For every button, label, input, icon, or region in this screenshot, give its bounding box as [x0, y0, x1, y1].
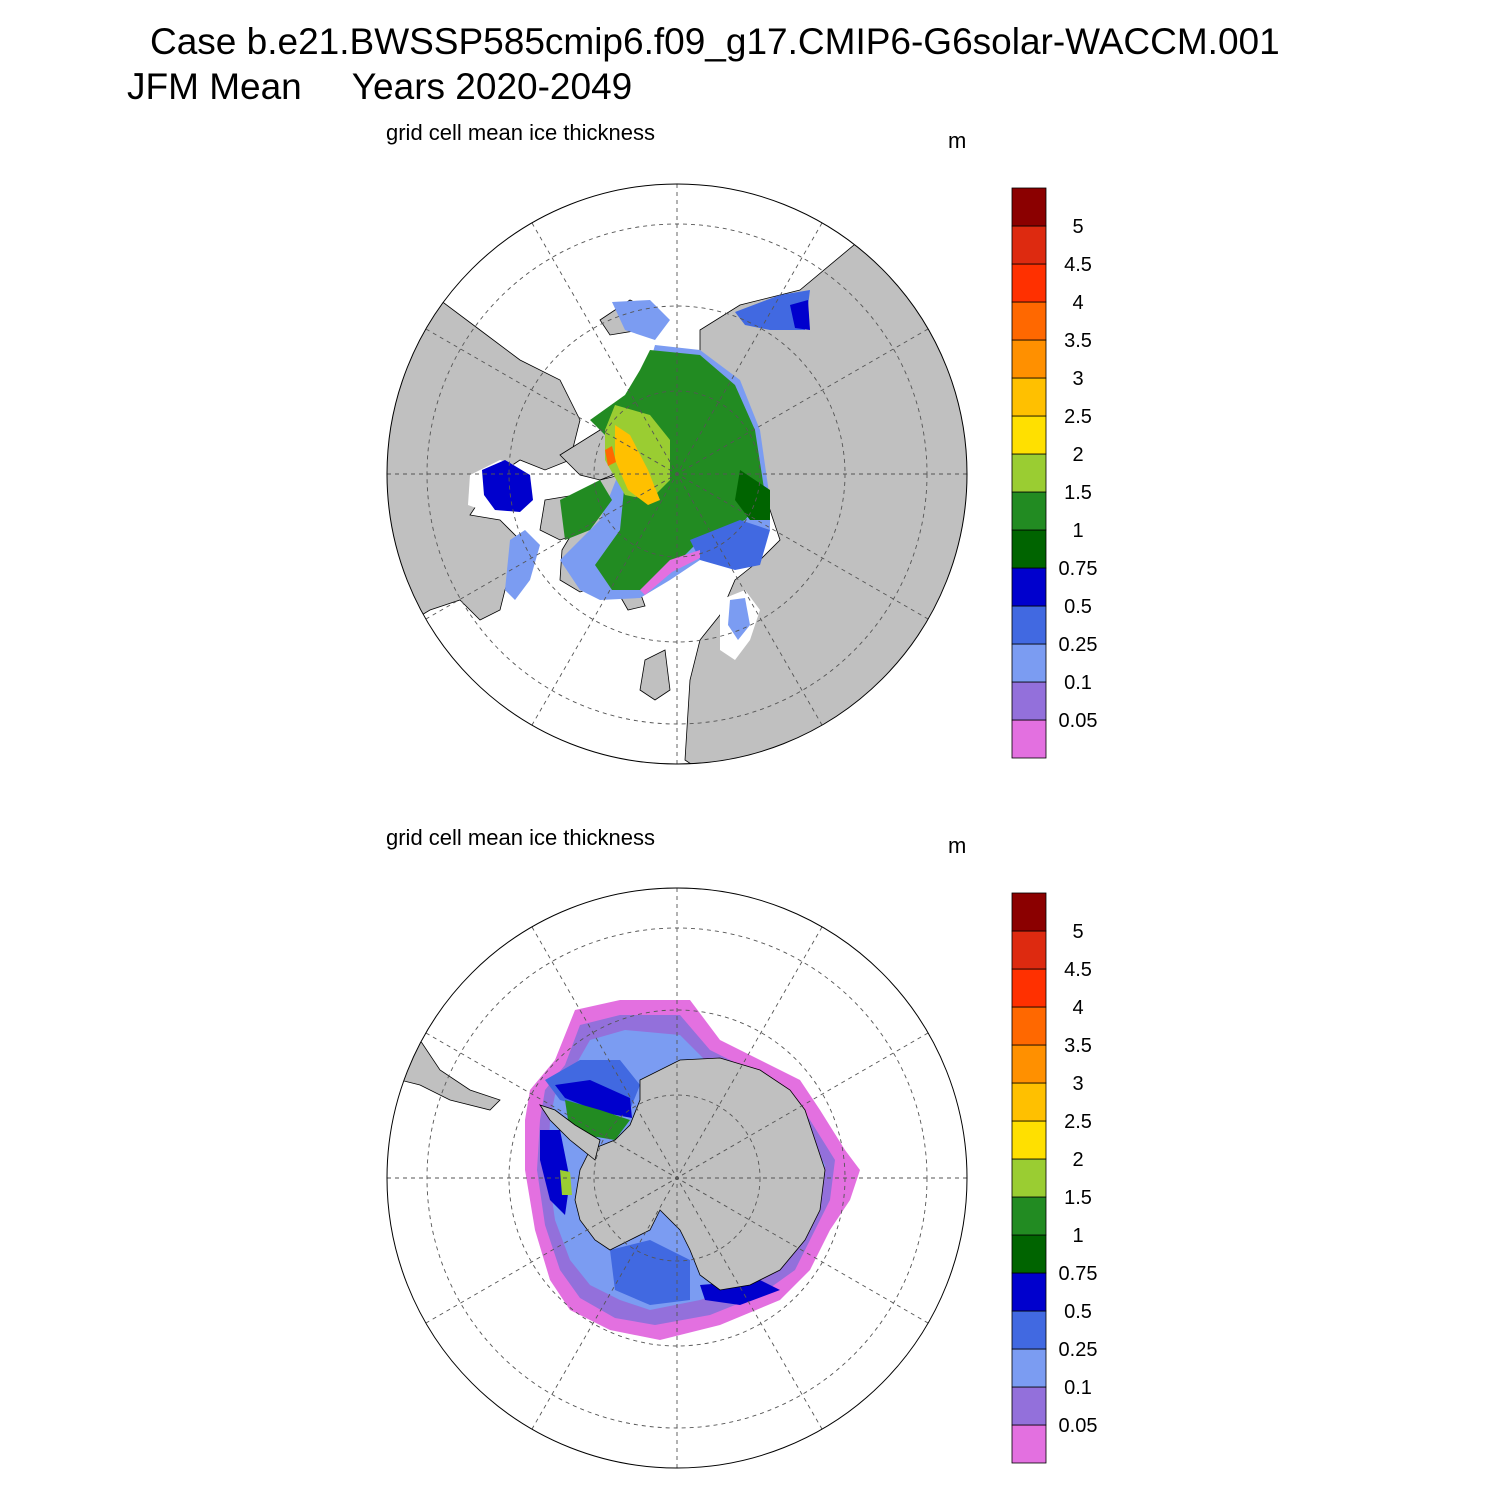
north-colorbar-tick-label: 2	[1072, 444, 1083, 466]
south-colorbar-tick-label: 0.5	[1064, 1301, 1092, 1323]
south-colorbar-box	[1011, 1044, 1047, 1084]
south-colorbar-tick-label: 4	[1072, 997, 1083, 1019]
south-colorbar-box	[1011, 1386, 1047, 1426]
south-colorbar-box	[1011, 1158, 1047, 1198]
north-colorbar-box	[1011, 529, 1047, 569]
south-colorbar-box	[1011, 1082, 1047, 1122]
south-panel-variable-label: grid cell mean ice thickness	[386, 825, 656, 850]
antarctica-land	[574, 1057, 826, 1291]
north-colorbar-box	[1011, 719, 1047, 759]
north-colorbar-box	[1011, 187, 1047, 227]
north-colorbar-box	[1011, 339, 1047, 379]
south-colorbar-tick-label: 4.5	[1064, 959, 1092, 981]
south-colorbar-box	[1011, 968, 1047, 1008]
north-colorbar-tick-label: 0.25	[1059, 634, 1098, 656]
south-colorbar-box	[1011, 1234, 1047, 1274]
south-colorbar-box	[1011, 892, 1047, 932]
north-colorbar-tick-label: 0.5	[1064, 596, 1092, 618]
north-polar-map	[387, 184, 967, 764]
arctic-ice-main	[590, 350, 765, 590]
south-colorbar-tick-label: 5	[1072, 921, 1083, 943]
north-graticule	[387, 184, 967, 764]
south-colorbar: 0.05 0.1 0.25 0.5 0.75 1 1.5 2 2.5 3 3.5 4 4.5 5	[1011, 892, 1098, 1464]
baffin-bay-ice	[560, 480, 612, 540]
south-polar-map	[387, 888, 967, 1468]
south-colorbar-tick-label: 0.05	[1059, 1415, 1098, 1437]
north-colorbar-tick-label: 0.1	[1064, 672, 1092, 694]
okhotsk-sea-ice-thick	[790, 300, 810, 330]
south-colorbar-tick-label: 2	[1072, 1149, 1083, 1171]
figure-title-case: Case b.e21.BWSSP585cmip6.f09_g17.CMIP6-G…	[150, 21, 1280, 62]
baltic-sea-ice	[728, 598, 750, 640]
years-label: Years 2020-2049	[351, 66, 633, 107]
south-colorbar-tick-label: 1.5	[1064, 1187, 1092, 1209]
antarctic-peninsula-ice-thick	[560, 1170, 572, 1195]
north-colorbar-box	[1011, 225, 1047, 265]
south-graticule	[387, 888, 967, 1468]
north-colorbar-box	[1011, 491, 1047, 531]
south-colorbar-tick-label: 0.75	[1059, 1263, 1098, 1285]
north-colorbar-tick-label: 3.5	[1064, 330, 1092, 352]
north-map-border	[386, 183, 968, 765]
north-colorbar-box	[1011, 643, 1047, 683]
south-colorbar-box	[1011, 1424, 1047, 1464]
arctic-ice-thick-edge	[735, 470, 770, 520]
greenland-sea-ice-edge	[640, 550, 700, 595]
south-colorbar-tick-label: 0.1	[1064, 1377, 1092, 1399]
south-colorbar-tick-label: 1	[1072, 1225, 1083, 1247]
season-label: JFM Mean	[127, 66, 302, 107]
north-colorbar-box	[1011, 415, 1047, 455]
south-america-land	[399, 1029, 501, 1111]
labrador-sea-ice	[505, 530, 540, 600]
hudson-bay-ice	[482, 460, 533, 512]
north-colorbar: 0.05 0.1 0.25 0.5 0.75 1 1.5 2 2.5 3 3.5 4 4.5 5	[1011, 187, 1098, 759]
north-colorbar-tick-label: 2.5	[1064, 406, 1092, 428]
south-colorbar-box	[1011, 1120, 1047, 1160]
weddell-sea-ice-thick	[555, 1080, 632, 1118]
south-colorbar-box	[1011, 930, 1047, 970]
north-colorbar-box	[1011, 377, 1047, 417]
okhotsk-sea-ice	[735, 290, 810, 330]
south-colorbar-box	[1011, 1272, 1047, 1312]
north-colorbar-tick-label: 1.5	[1064, 482, 1092, 504]
north-colorbar-box	[1011, 605, 1047, 645]
north-colorbar-box	[1011, 263, 1047, 303]
south-colorbar-tick-label: 0.25	[1059, 1339, 1098, 1361]
ross-sea-ice	[610, 1240, 690, 1305]
north-colorbar-box	[1011, 301, 1047, 341]
north-colorbar-box	[1011, 453, 1047, 493]
arctic-ice-max	[605, 446, 616, 466]
north-colorbar-box	[1011, 567, 1047, 607]
bering-sea-ice	[612, 300, 670, 340]
south-colorbar-tick-label: 2.5	[1064, 1111, 1092, 1133]
north-colorbar-tick-label: 0.05	[1059, 710, 1098, 732]
north-panel-variable-label: grid cell mean ice thickness	[386, 120, 656, 145]
north-sea-ice	[482, 290, 810, 640]
arctic-ice-thickest	[615, 425, 660, 505]
south-map-border	[386, 887, 968, 1469]
north-colorbar-tick-label: 4.5	[1064, 254, 1092, 276]
north-panel-units-label: m	[948, 128, 967, 153]
figure-title-period: JFM Mean Years 2020-2049	[127, 67, 632, 107]
south-colorbar-box	[1011, 1348, 1047, 1388]
north-colorbar-tick-label: 3	[1072, 368, 1083, 390]
north-colorbar-box	[1011, 681, 1047, 721]
north-colorbar-tick-label: 1	[1072, 520, 1083, 542]
north-colorbar-tick-label: 5	[1072, 216, 1083, 238]
barents-sea-ice	[690, 520, 770, 570]
south-colorbar-box	[1011, 1196, 1047, 1236]
british-isles-land	[639, 649, 671, 701]
north-colorbar-tick-label: 0.75	[1059, 558, 1098, 580]
south-colorbar-tick-label: 3	[1072, 1073, 1083, 1095]
south-colorbar-box	[1011, 1006, 1047, 1046]
south-colorbar-tick-label: 3.5	[1064, 1035, 1092, 1057]
antarctic-peninsula-land	[539, 1104, 601, 1161]
north-colorbar-tick-label: 4	[1072, 292, 1083, 314]
south-panel-units-label: m	[948, 833, 967, 858]
south-colorbar-box	[1011, 1310, 1047, 1350]
